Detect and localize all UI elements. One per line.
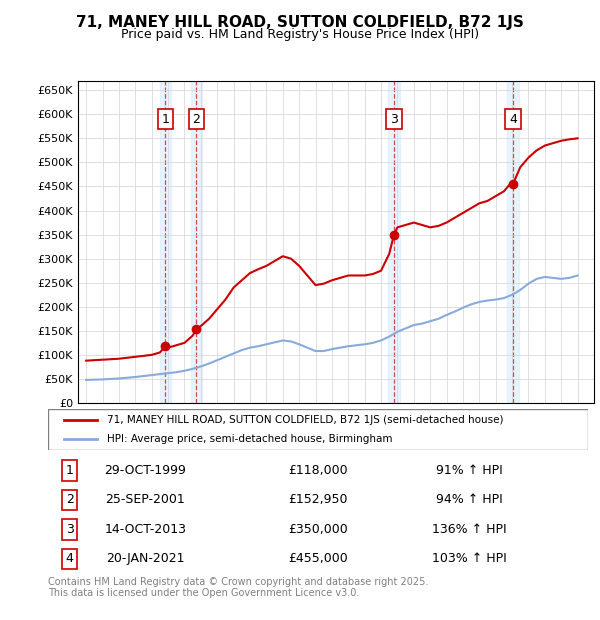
FancyBboxPatch shape [48,409,588,450]
Text: 2: 2 [193,113,200,126]
Text: 4: 4 [509,113,517,126]
Bar [160,81,171,403]
Bar [191,81,202,403]
Text: 1: 1 [161,113,169,126]
Text: 25-SEP-2001: 25-SEP-2001 [106,494,185,507]
Text: 71, MANEY HILL ROAD, SUTTON COLDFIELD, B72 1JS: 71, MANEY HILL ROAD, SUTTON COLDFIELD, B… [76,16,524,30]
Text: 136% ↑ HPI: 136% ↑ HPI [432,523,506,536]
Text: 3: 3 [65,523,74,536]
Text: £152,950: £152,950 [288,494,348,507]
Text: Price paid vs. HM Land Registry's House Price Index (HPI): Price paid vs. HM Land Registry's House … [121,28,479,41]
Text: 71, MANEY HILL ROAD, SUTTON COLDFIELD, B72 1JS (semi-detached house): 71, MANEY HILL ROAD, SUTTON COLDFIELD, B… [107,415,504,425]
Text: 91% ↑ HPI: 91% ↑ HPI [436,464,503,477]
Text: HPI: Average price, semi-detached house, Birmingham: HPI: Average price, semi-detached house,… [107,435,393,445]
Text: 3: 3 [390,113,398,126]
Text: 94% ↑ HPI: 94% ↑ HPI [436,494,503,507]
Text: 103% ↑ HPI: 103% ↑ HPI [432,552,506,565]
Bar [507,81,518,403]
Text: 2: 2 [65,494,74,507]
Bar [388,81,400,403]
Text: Contains HM Land Registry data © Crown copyright and database right 2025.
This d: Contains HM Land Registry data © Crown c… [48,577,428,598]
Text: 4: 4 [65,552,74,565]
Text: 20-JAN-2021: 20-JAN-2021 [106,552,184,565]
Text: £455,000: £455,000 [288,552,348,565]
Text: 14-OCT-2013: 14-OCT-2013 [104,523,186,536]
Text: 29-OCT-1999: 29-OCT-1999 [104,464,186,477]
Text: £118,000: £118,000 [288,464,348,477]
Text: 1: 1 [65,464,74,477]
Text: £350,000: £350,000 [288,523,348,536]
